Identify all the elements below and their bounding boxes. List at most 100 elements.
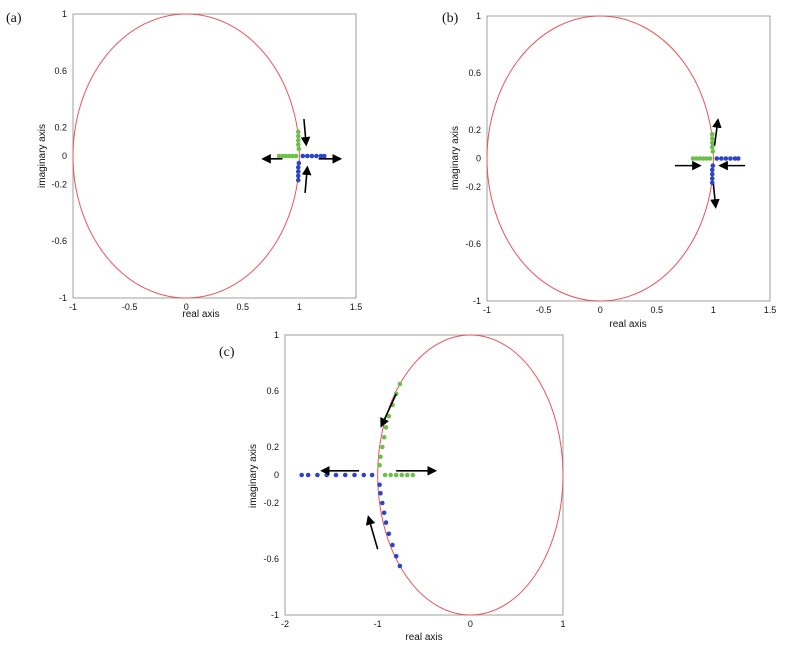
- panel-a: (a) -1 -0.5 0 0.5 1 1.5 1 0.6 0.2 0 -0.2 -0.6 -1 re…: [6, 9, 362, 320]
- x-tick-label: 1: [297, 302, 302, 312]
- unit-circle: [377, 334, 564, 616]
- data-points: [276, 129, 327, 183]
- data-point: [397, 563, 403, 569]
- data-point: [361, 472, 367, 478]
- x-axis-label: real axis: [609, 319, 646, 330]
- data-point: [296, 146, 302, 152]
- data-point: [377, 462, 382, 468]
- data-point: [383, 425, 389, 430]
- data-point: [388, 472, 393, 478]
- y-tick-label: 1: [476, 11, 481, 21]
- unit-circle: [72, 13, 300, 299]
- unit-circle-curve: [377, 334, 564, 616]
- y-tick-label: 0.6: [468, 68, 481, 78]
- data-point: [315, 472, 320, 478]
- data-point: [709, 176, 715, 181]
- y-axis-label: imaginary axis: [450, 126, 461, 190]
- x-tick-label: 0.5: [237, 302, 250, 312]
- y-tick-label: 1: [62, 9, 67, 19]
- panel-c: (c) -2 -1 0 1 10.60.20-0.2-0.6-1 real axis …: [219, 330, 566, 643]
- y-tick-label: -0.2: [51, 179, 67, 189]
- data-point: [378, 454, 383, 460]
- panel-label: (a): [6, 11, 22, 26]
- x-axis-label: real axis: [405, 632, 442, 643]
- data-point: [295, 133, 301, 139]
- unit-circle-curve: [486, 15, 714, 302]
- x-tick-label: -0.5: [122, 302, 138, 312]
- data-point: [709, 131, 715, 137]
- y-tick-labels: 1 0.6 0.2 0 -0.2 -0.6 -1: [465, 11, 481, 306]
- data-point: [381, 434, 387, 440]
- data-point: [276, 153, 282, 159]
- data-point: [707, 156, 713, 161]
- unit-circle-curve: [72, 13, 300, 299]
- y-tick-label: 0.6: [266, 386, 279, 396]
- direction-arrows: [261, 119, 343, 193]
- data-point: [710, 149, 716, 154]
- data-point: [736, 156, 741, 161]
- data-point: [709, 136, 715, 141]
- data-point: [377, 482, 382, 488]
- data-point: [299, 472, 304, 478]
- x-tick-label: -0.5: [536, 305, 552, 315]
- data-point: [710, 163, 716, 168]
- data-point: [293, 153, 299, 159]
- data-point: [324, 472, 330, 478]
- data-point: [296, 160, 302, 166]
- y-axis-label: imaginary axis: [248, 444, 259, 508]
- data-point: [300, 153, 306, 159]
- data-point: [290, 153, 295, 159]
- y-tick-label: -1: [271, 610, 279, 620]
- y-tick-label: 0.2: [266, 442, 279, 452]
- data-point: [690, 156, 696, 161]
- data-point: [386, 531, 392, 537]
- y-tick-label: 0: [476, 154, 481, 164]
- data-point: [728, 156, 733, 161]
- data-point: [295, 165, 301, 170]
- data-point: [305, 153, 310, 159]
- x-axis-label: real axis: [182, 309, 219, 320]
- data-point: [295, 142, 301, 147]
- data-point: [295, 173, 301, 179]
- x-tick-label: 0: [598, 305, 603, 315]
- x-tick-label: 0: [468, 619, 473, 629]
- unit-circle: [486, 15, 714, 302]
- data-points: [299, 381, 416, 569]
- data-point: [381, 510, 387, 516]
- y-tick-label: -0.2: [465, 182, 481, 192]
- data-point: [714, 156, 720, 161]
- data-point: [410, 472, 416, 478]
- data-point: [309, 153, 315, 159]
- x-tick-label: 1.5: [764, 305, 777, 315]
- panel-label: (b): [442, 11, 459, 26]
- data-point: [700, 156, 706, 161]
- data-point: [709, 144, 715, 150]
- data-point: [380, 444, 385, 450]
- y-tick-label: -0.6: [51, 236, 67, 246]
- data-point: [380, 500, 385, 506]
- x-tick-label: -1: [374, 619, 382, 629]
- data-point: [393, 553, 399, 559]
- data-point: [709, 171, 715, 177]
- data-point: [390, 542, 395, 548]
- x-tick-labels: -1 -0.5 0 0.5 1 1.5: [483, 305, 776, 315]
- data-point: [295, 138, 301, 143]
- y-tick-label: 0.6: [54, 66, 67, 76]
- y-tick-labels: 1 0.6 0.2 0 -0.2 -0.6 -1: [51, 9, 67, 303]
- y-tick-label: 0: [62, 151, 67, 161]
- y-tick-label: -0.6: [465, 239, 481, 249]
- data-point: [732, 156, 738, 161]
- x-tick-labels: -2 -1 0 1: [281, 619, 566, 629]
- direction-arrows: [320, 393, 438, 550]
- data-point: [704, 156, 709, 161]
- data-point: [283, 153, 289, 159]
- data-point: [280, 153, 285, 159]
- direction-arrow: [710, 184, 720, 209]
- data-point: [322, 153, 327, 159]
- y-tick-label: -0.2: [263, 498, 279, 508]
- y-tick-label: -1: [473, 296, 481, 306]
- data-point: [697, 156, 703, 161]
- direction-arrow: [365, 515, 379, 550]
- y-tick-label: -1: [59, 293, 67, 303]
